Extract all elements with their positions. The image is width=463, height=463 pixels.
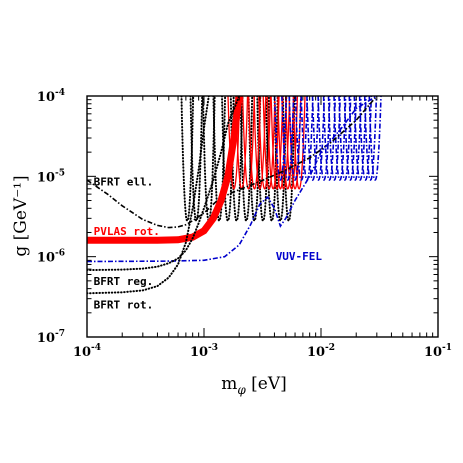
bfrt-osc-fringe: [247, 96, 262, 223]
vuv-osc-fringe: [358, 96, 373, 182]
y-tick-label: 10-5: [37, 168, 65, 185]
pvlas-osc-fringe: [270, 96, 284, 190]
vuv-osc-fringe: [311, 96, 325, 182]
plot-frame: [86, 95, 439, 338]
y-tick-label: 10-6: [37, 249, 65, 266]
pvlas-rot-label: PVLAS rot.: [94, 225, 160, 238]
vuv-fel-label: VUV-FEL: [276, 250, 323, 263]
vuv-osc-fringe: [294, 96, 309, 182]
vuv-osc-fringe: [348, 96, 362, 182]
x-axis-title: mφ [eV]: [221, 374, 287, 397]
pvlas-osc-fringe: [258, 96, 272, 190]
x-tick-label: 10-3: [190, 343, 218, 360]
vuv-osc-fringe: [338, 96, 352, 182]
tick-layer: [86, 95, 439, 338]
vuv-osc-fringe: [368, 96, 382, 182]
bfrt-ell-curve: [87, 96, 378, 229]
bfrt-reg-label: BFRT reg.: [94, 275, 154, 288]
pvlas-rot-curve: [87, 96, 243, 244]
label-layer: 10-4 10-3 10-2 10-1 10-7 10-6 10-5 10-4: [37, 88, 452, 360]
pvlas-osc-fringe: [253, 96, 267, 190]
bfrt-reg-curve: [87, 96, 241, 272]
x-tick-label: 10-2: [307, 343, 335, 360]
vuv-fel-curve: [87, 96, 378, 263]
bfrt-rot-label: BFRT rot.: [94, 298, 154, 311]
vuv-osc-fringe: [288, 96, 302, 182]
y-axis-title: g [GeV⁻¹]: [11, 175, 31, 256]
vuv-osc-fringe: [353, 96, 367, 182]
vuv-osc-fringe: [363, 96, 378, 182]
bfrt-ell-label: BFRT ell.: [94, 176, 154, 189]
vuv-osc-fringe: [306, 96, 320, 182]
vuv-osc-fringe: [322, 96, 337, 182]
bfrt-osc-fringe: [239, 96, 254, 223]
pvlas-osc-fringe: [247, 96, 261, 190]
y-tick-label: 10-7: [37, 329, 65, 346]
curve-layer: [87, 96, 382, 295]
vuv-osc-fringe: [333, 96, 347, 182]
x-tick-label: 10-4: [73, 343, 101, 360]
bfrt-osc-fringe: [229, 96, 244, 223]
annotation-layer: BFRT ell. PVLAS rot. VUV-FEL BFRT reg. BFRT …: [94, 176, 323, 312]
bfrt-osc-fringe: [212, 96, 227, 223]
pvlas-osc-fringe: [241, 96, 255, 190]
x-tick-label: 10-1: [424, 343, 452, 360]
y-tick-label: 10-4: [37, 88, 65, 105]
bfrt-rot-curve: [87, 96, 210, 295]
bfrt-osc-fringe: [189, 96, 204, 223]
vuv-osc-fringe: [343, 96, 357, 182]
bfrt-osc-fringe: [180, 96, 195, 223]
vuv-osc-fringe: [327, 96, 341, 182]
